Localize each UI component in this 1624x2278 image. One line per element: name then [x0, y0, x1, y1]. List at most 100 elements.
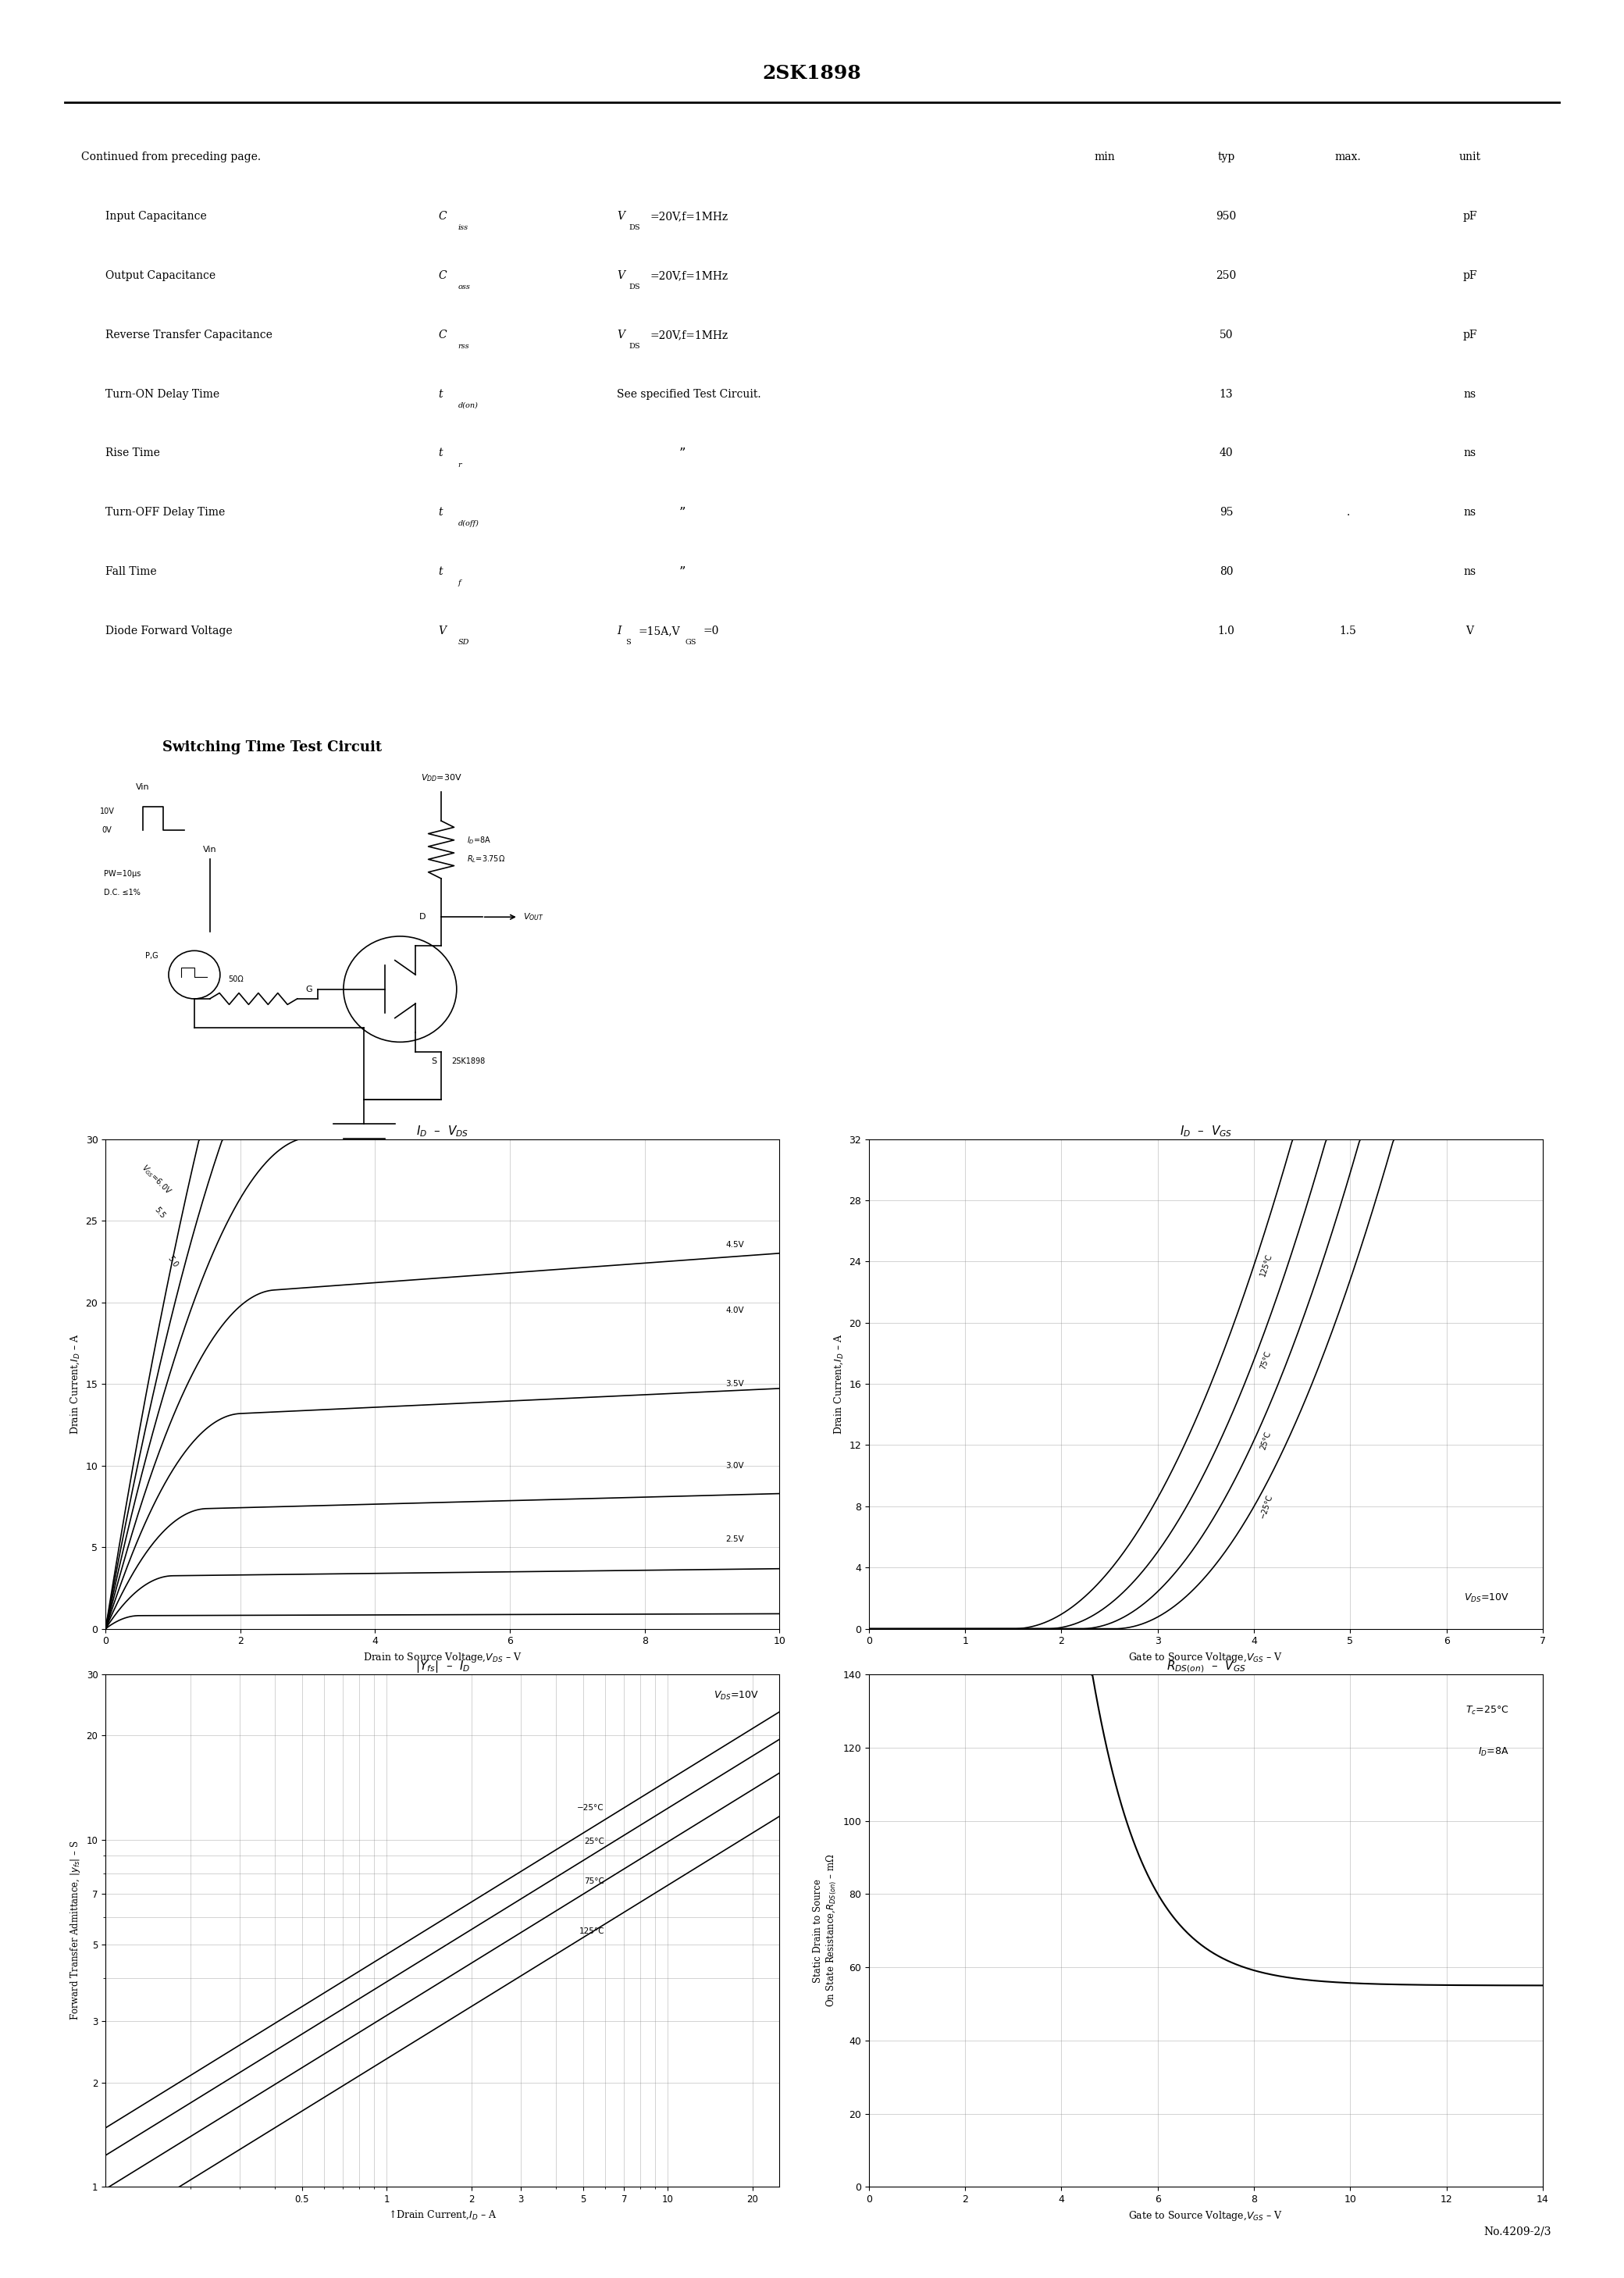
- Text: 10V: 10V: [99, 806, 114, 816]
- Text: Continued from preceding page.: Continued from preceding page.: [81, 153, 261, 162]
- Text: 250: 250: [1216, 271, 1236, 280]
- Text: C: C: [438, 212, 447, 221]
- Text: d(off): d(off): [458, 519, 479, 528]
- Y-axis label: Drain Current,$I_D$ – A: Drain Current,$I_D$ – A: [833, 1333, 844, 1435]
- Text: 4.0V: 4.0V: [726, 1308, 744, 1314]
- Text: ns: ns: [1463, 508, 1476, 517]
- Text: V: V: [1466, 626, 1473, 636]
- Text: r: r: [458, 460, 461, 469]
- Text: 3.0V: 3.0V: [726, 1462, 744, 1469]
- Text: V: V: [617, 330, 625, 339]
- Text: 5.0: 5.0: [166, 1255, 180, 1269]
- Text: GS: GS: [685, 638, 697, 647]
- Text: d(on): d(on): [458, 401, 477, 410]
- Text: See specified Test Circuit.: See specified Test Circuit.: [617, 390, 762, 399]
- Text: D: D: [419, 913, 425, 920]
- Text: ”: ”: [679, 506, 685, 519]
- Text: ns: ns: [1463, 567, 1476, 576]
- Text: S: S: [625, 638, 630, 647]
- Text: $I_D$=8A: $I_D$=8A: [468, 834, 492, 845]
- Text: t: t: [438, 508, 443, 517]
- Text: D.C. ≤1%: D.C. ≤1%: [104, 888, 141, 898]
- Title: $|Y_{fs}|$  –  $I_D$: $|Y_{fs}|$ – $I_D$: [416, 1658, 469, 1674]
- Text: Reverse Transfer Capacitance: Reverse Transfer Capacitance: [106, 330, 273, 339]
- Text: V: V: [438, 626, 447, 636]
- Text: No.4209-2/3: No.4209-2/3: [1483, 2226, 1551, 2237]
- Text: 125°C: 125°C: [578, 1927, 604, 1936]
- Text: $V_{GS}$=6.0V: $V_{GS}$=6.0V: [140, 1162, 174, 1198]
- Text: 75°C: 75°C: [585, 1877, 604, 1886]
- Text: max.: max.: [1335, 153, 1361, 162]
- Title: $R_{DS(on)}$  –  $V_{GS}$: $R_{DS(on)}$ – $V_{GS}$: [1166, 1658, 1246, 1674]
- Text: $T_c$=25°C: $T_c$=25°C: [1466, 1704, 1509, 1718]
- Title: $I_D$  –  $V_{DS}$: $I_D$ – $V_{DS}$: [416, 1123, 469, 1139]
- Text: 2SK1898: 2SK1898: [451, 1057, 486, 1066]
- Text: G: G: [305, 986, 312, 993]
- Text: =20V,f=1MHz: =20V,f=1MHz: [650, 330, 728, 339]
- Text: ns: ns: [1463, 390, 1476, 399]
- Text: DS: DS: [628, 342, 640, 351]
- Text: 2.5V: 2.5V: [726, 1535, 744, 1542]
- Text: $V_{OUT}$: $V_{OUT}$: [523, 911, 544, 923]
- Text: iss: iss: [458, 223, 468, 232]
- Text: pF: pF: [1463, 330, 1476, 339]
- Y-axis label: Drain Current,$I_D$ – A: Drain Current,$I_D$ – A: [70, 1333, 81, 1435]
- Text: pF: pF: [1463, 271, 1476, 280]
- Text: Turn-OFF Delay Time: Turn-OFF Delay Time: [106, 508, 226, 517]
- Text: Diode Forward Voltage: Diode Forward Voltage: [106, 626, 232, 636]
- Title: $I_D$  –  $V_{GS}$: $I_D$ – $V_{GS}$: [1179, 1123, 1233, 1139]
- X-axis label: Gate to Source Voltage,$V_{GS}$ – V: Gate to Source Voltage,$V_{GS}$ – V: [1129, 2210, 1283, 2223]
- Text: C: C: [438, 271, 447, 280]
- Y-axis label: Static Drain to Source
On State Resistance,$R_{DS(on)}$ – mΩ: Static Drain to Source On State Resistan…: [812, 1854, 838, 2007]
- Text: 0V: 0V: [102, 827, 112, 834]
- Text: =20V,f=1MHz: =20V,f=1MHz: [650, 271, 728, 280]
- Text: 1.0: 1.0: [1218, 626, 1234, 636]
- Text: V: V: [617, 271, 625, 280]
- Text: Rise Time: Rise Time: [106, 449, 161, 458]
- Text: 75°C: 75°C: [1259, 1351, 1272, 1369]
- Text: .: .: [1346, 508, 1350, 517]
- Text: rss: rss: [458, 342, 469, 351]
- Text: 2SK1898: 2SK1898: [763, 64, 861, 82]
- Text: 50: 50: [1220, 330, 1233, 339]
- Text: 95: 95: [1220, 508, 1233, 517]
- Text: 40: 40: [1220, 449, 1233, 458]
- Text: $I_D$=8A: $I_D$=8A: [1478, 1745, 1509, 1759]
- Text: 13: 13: [1220, 390, 1233, 399]
- Text: Input Capacitance: Input Capacitance: [106, 212, 206, 221]
- Text: $R_L$=3.75Ω: $R_L$=3.75Ω: [468, 854, 505, 866]
- Text: SD: SD: [458, 638, 469, 647]
- X-axis label: ↑Drain Current,$I_D$ – A: ↑Drain Current,$I_D$ – A: [388, 2210, 497, 2221]
- Text: C: C: [438, 330, 447, 339]
- Text: 3.5V: 3.5V: [726, 1380, 744, 1387]
- Text: PW=10μs: PW=10μs: [104, 870, 141, 877]
- Text: typ: typ: [1218, 153, 1234, 162]
- Text: oss: oss: [458, 282, 471, 292]
- Text: min: min: [1095, 153, 1114, 162]
- Text: Vin: Vin: [203, 845, 216, 854]
- Text: =20V,f=1MHz: =20V,f=1MHz: [650, 212, 728, 221]
- Text: 50Ω: 50Ω: [227, 975, 244, 984]
- Text: 125°C: 125°C: [1259, 1253, 1273, 1278]
- Text: Output Capacitance: Output Capacitance: [106, 271, 216, 280]
- Text: S: S: [430, 1057, 437, 1066]
- Text: I: I: [617, 626, 622, 636]
- Text: f: f: [458, 579, 461, 588]
- Text: ”: ”: [679, 565, 685, 579]
- Text: DS: DS: [628, 223, 640, 232]
- Y-axis label: Forward Transfer Admittance, $|y_{fs}|$ – S: Forward Transfer Admittance, $|y_{fs}|$ …: [68, 1841, 83, 2021]
- Text: pF: pF: [1463, 212, 1476, 221]
- Text: 25°C: 25°C: [1259, 1431, 1272, 1451]
- Text: $V_{DS}$=10V: $V_{DS}$=10V: [1463, 1592, 1509, 1604]
- Text: −25°C: −25°C: [1259, 1494, 1273, 1519]
- Text: =15A,V: =15A,V: [638, 626, 680, 636]
- Text: −25°C: −25°C: [577, 1804, 604, 1811]
- Text: V: V: [617, 212, 625, 221]
- Text: 950: 950: [1216, 212, 1236, 221]
- Text: Vin: Vin: [136, 784, 149, 790]
- Text: 25°C: 25°C: [585, 1838, 604, 1845]
- Text: ”: ”: [679, 446, 685, 460]
- Text: DS: DS: [628, 282, 640, 292]
- Text: 4.5V: 4.5V: [726, 1242, 744, 1248]
- X-axis label: Drain to Source Voltage,$V_{DS}$ – V: Drain to Source Voltage,$V_{DS}$ – V: [364, 1652, 521, 1665]
